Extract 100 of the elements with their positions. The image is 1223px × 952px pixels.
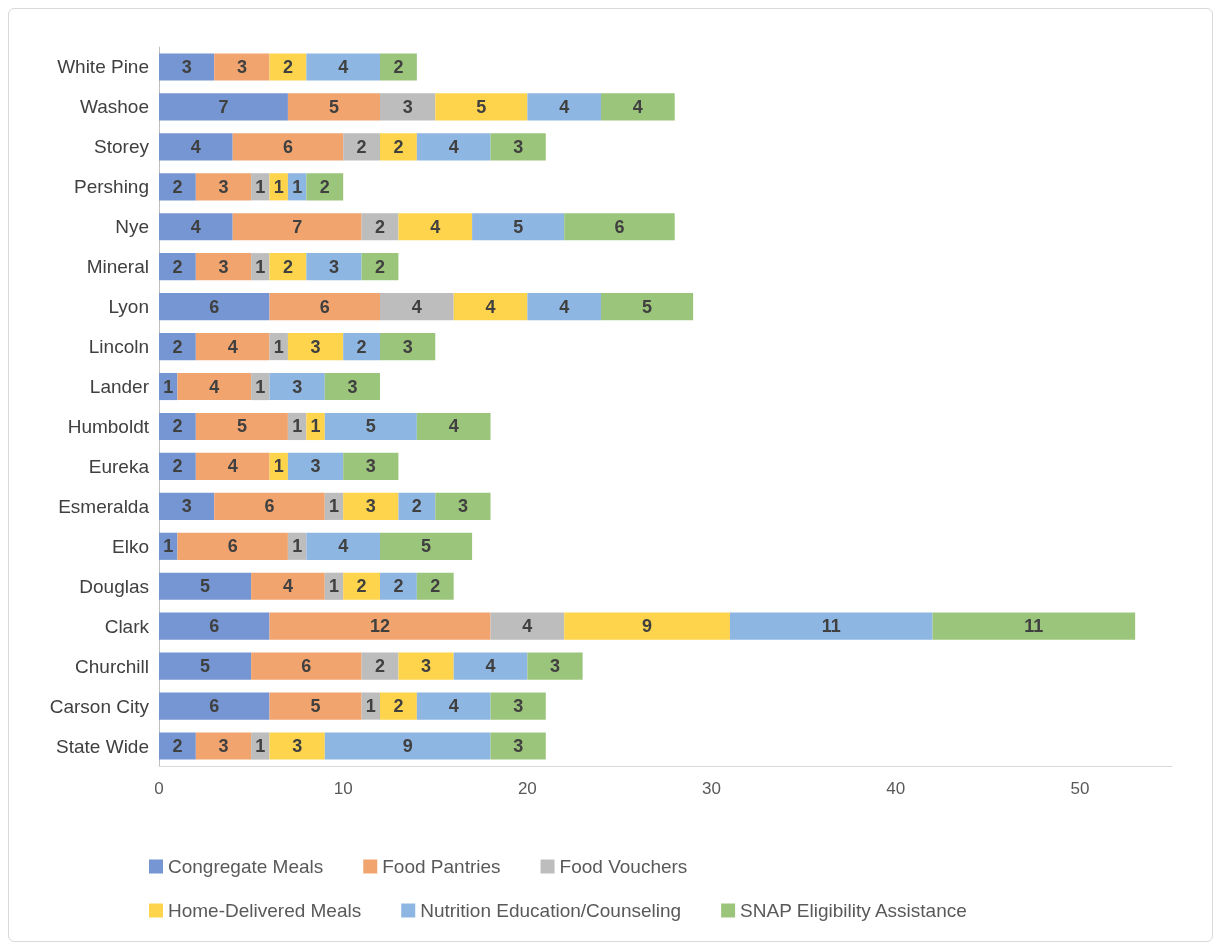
- bar: [398, 492, 436, 520]
- bar: [416, 412, 491, 441]
- data-label: 9: [402, 736, 413, 757]
- y-tick-label: Humboldt: [67, 415, 150, 437]
- data-label: 2: [282, 256, 293, 277]
- data-label: 1: [255, 176, 266, 197]
- bar: [527, 652, 583, 680]
- legend-label: Food Vouchers: [559, 856, 688, 877]
- bar: [269, 53, 307, 81]
- data-label: 11: [1024, 616, 1044, 637]
- data-label: 5: [236, 416, 247, 437]
- data-label: 5: [421, 536, 432, 557]
- x-tick-label: 20: [517, 779, 537, 798]
- data-label: 3: [181, 56, 192, 77]
- bar: [195, 452, 270, 480]
- bar: [601, 93, 675, 121]
- data-label: 4: [411, 296, 422, 317]
- bar: [416, 692, 491, 720]
- bar: [343, 133, 381, 161]
- bar: [380, 692, 417, 720]
- bar: [177, 372, 252, 401]
- data-label: 4: [448, 416, 459, 437]
- data-label: 3: [365, 456, 376, 477]
- y-tick-label: Carson City: [49, 695, 150, 717]
- x-tick-label: 10: [333, 779, 353, 798]
- data-label: 4: [227, 456, 238, 477]
- bar: [232, 133, 344, 161]
- legend-label: SNAP Eligibility Assistance: [740, 900, 967, 921]
- data-label: 3: [310, 456, 321, 477]
- bar: [159, 692, 270, 720]
- data-label: 1: [163, 536, 174, 557]
- bar: [380, 532, 473, 560]
- data-label: 6: [264, 496, 275, 517]
- bar: [287, 452, 344, 480]
- bar: [380, 293, 454, 321]
- data-label: 1: [328, 496, 339, 517]
- bar: [232, 213, 362, 241]
- bar: [159, 293, 270, 321]
- data-label: 2: [172, 336, 183, 357]
- data-label: 1: [273, 336, 284, 357]
- bar: [380, 133, 417, 161]
- y-tick-label: Lyon: [108, 296, 149, 318]
- legend-label: Congregate Meals: [168, 856, 324, 877]
- data-label: 3: [549, 656, 560, 677]
- bar: [324, 372, 381, 401]
- bar: [343, 492, 399, 520]
- bar: [251, 652, 362, 680]
- data-label: 2: [411, 496, 422, 517]
- bar: [380, 53, 417, 81]
- y-tick-label: Eureka: [88, 455, 150, 477]
- bar: [214, 53, 270, 81]
- bar: [416, 572, 454, 600]
- x-tick-label: 0: [154, 779, 164, 798]
- data-label: 5: [365, 416, 376, 437]
- bar: [324, 732, 491, 760]
- data-label: 5: [642, 296, 653, 317]
- data-label: 4: [190, 216, 201, 237]
- data-label: 5: [328, 96, 339, 117]
- data-label: 12: [370, 616, 391, 637]
- data-label: 3: [218, 176, 229, 197]
- data-label: 4: [448, 696, 459, 717]
- data-label: 2: [172, 456, 183, 477]
- legend-label: Home-Delivered Meals: [168, 900, 362, 921]
- bar: [306, 173, 344, 201]
- data-label: 4: [430, 216, 441, 237]
- data-label: 3: [421, 656, 432, 677]
- data-label: 5: [513, 216, 524, 237]
- data-label: 3: [181, 496, 192, 517]
- bar: [159, 93, 288, 121]
- data-label: 4: [485, 296, 496, 317]
- data-label: 1: [273, 176, 284, 197]
- bar: [269, 293, 381, 321]
- data-label: 9: [642, 616, 653, 637]
- data-label: 5: [310, 696, 321, 717]
- data-label: 1: [273, 456, 284, 477]
- bar: [398, 652, 454, 680]
- bar: [380, 333, 436, 361]
- bar: [159, 173, 196, 201]
- data-label: 1: [292, 176, 303, 197]
- data-label: 4: [227, 336, 238, 357]
- bar: [159, 253, 196, 281]
- data-label: 2: [393, 136, 404, 157]
- data-label: 1: [163, 376, 174, 397]
- data-label: 3: [292, 736, 303, 757]
- y-tick-label: White Pine: [57, 56, 149, 78]
- data-label: 2: [172, 416, 183, 437]
- bar: [159, 612, 270, 640]
- data-label: 4: [448, 136, 459, 157]
- bar: [306, 532, 381, 560]
- data-label: 4: [190, 136, 201, 157]
- data-label: 6: [227, 536, 238, 557]
- data-label: 3: [218, 736, 229, 757]
- bar: [195, 173, 252, 201]
- bar: [251, 572, 325, 600]
- bar: [453, 652, 528, 680]
- bar: [380, 93, 436, 121]
- data-label: 1: [292, 416, 303, 437]
- data-label: 1: [255, 376, 266, 397]
- data-label: 2: [375, 656, 386, 677]
- bar: [435, 93, 528, 121]
